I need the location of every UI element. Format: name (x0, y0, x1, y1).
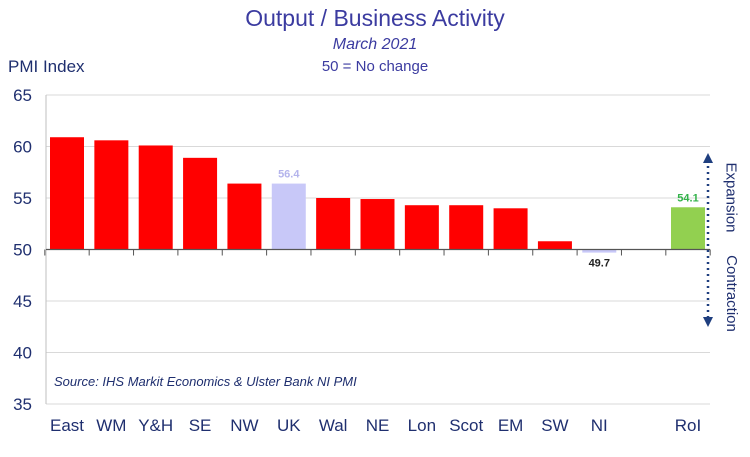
category-label: UK (277, 416, 301, 435)
y-tick-label: 45 (13, 292, 32, 311)
chart-subtitle: March 2021 (332, 36, 418, 53)
data-label: 49.7 (589, 258, 610, 270)
chart-title: Output / Business Activity (245, 5, 505, 31)
bar (493, 208, 528, 250)
category-label: NW (230, 416, 258, 435)
up-arrow-icon (703, 153, 713, 163)
y-tick-label: 60 (13, 138, 32, 157)
bar (183, 157, 218, 250)
y-tick-label: 65 (13, 86, 32, 105)
y-tick-label: 55 (13, 189, 32, 208)
category-label: NE (366, 416, 390, 435)
category-label: EM (498, 416, 524, 435)
source-note: Source: IHS Markit Economics & Ulster Ba… (54, 374, 357, 389)
y-tick-label: 50 (13, 241, 32, 260)
category-label: SW (541, 416, 568, 435)
bar (138, 145, 173, 250)
bar (50, 137, 84, 250)
bar (94, 140, 129, 250)
bar (582, 249, 617, 253)
bar (227, 183, 262, 250)
category-label: East (50, 416, 84, 435)
category-label: Scot (449, 416, 483, 435)
expansion-label: Expansion (722, 161, 740, 233)
y-axis-label: PMI Index (8, 57, 85, 76)
chart-note: 50 = No change (321, 58, 429, 75)
data-label: 56.4 (278, 169, 300, 181)
bar (404, 205, 439, 250)
category-label: Y&H (138, 416, 173, 435)
bar (360, 199, 395, 250)
y-tick-label: 40 (13, 344, 32, 363)
contraction-label: Contraction (722, 254, 740, 332)
down-arrow-icon (703, 317, 713, 327)
bar (271, 183, 306, 250)
category-label: RoI (675, 416, 701, 435)
category-label: SE (189, 416, 212, 435)
bar (537, 241, 572, 250)
category-label: NI (591, 416, 608, 435)
bar (671, 207, 705, 250)
bar (316, 198, 351, 250)
data-label: 54.1 (677, 192, 698, 204)
bar (449, 205, 484, 250)
category-label: WM (96, 416, 126, 435)
y-tick-label: 35 (13, 395, 32, 414)
category-label: Lon (408, 416, 436, 435)
category-label: Wal (319, 416, 348, 435)
